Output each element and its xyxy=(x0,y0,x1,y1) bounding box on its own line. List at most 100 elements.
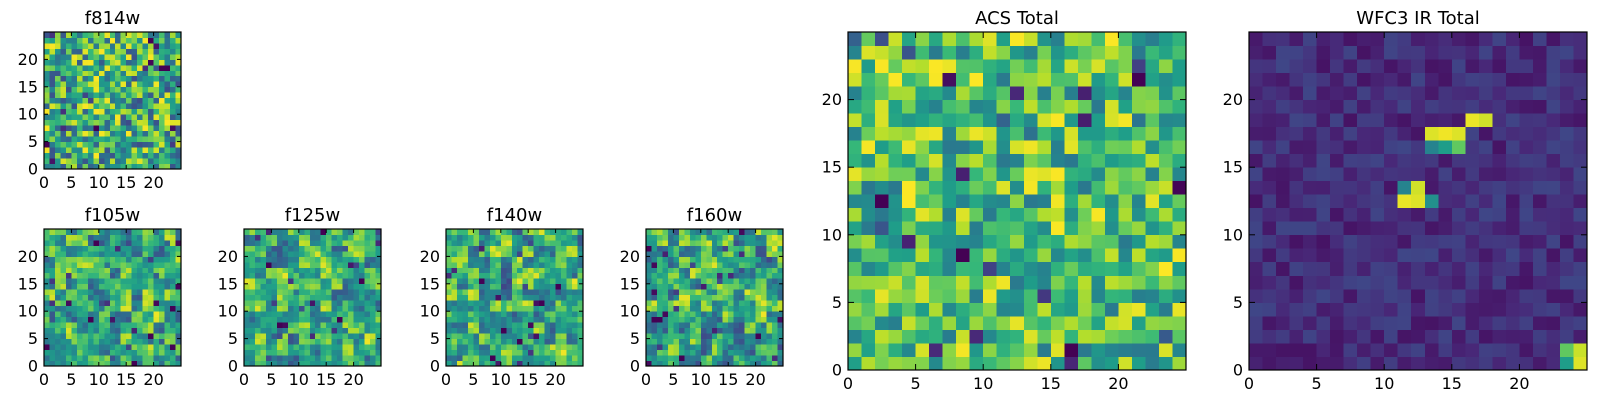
heatmap-cell xyxy=(456,300,463,307)
heatmap-cell xyxy=(861,140,876,155)
heatmap-cell xyxy=(673,250,680,257)
heatmap-cell xyxy=(888,275,903,290)
heatmap-cell xyxy=(1262,302,1277,317)
heatmap-cell xyxy=(54,48,61,55)
heatmap-cell xyxy=(1037,86,1052,100)
heatmap-cell xyxy=(446,316,452,323)
heatmap-cell xyxy=(695,338,702,345)
heatmap-cell xyxy=(996,72,1011,87)
heatmap-cell xyxy=(478,272,485,279)
heatmap-cell xyxy=(164,48,171,55)
heatmap-cell xyxy=(175,239,182,246)
heatmap-cell xyxy=(706,267,713,274)
heatmap-cell xyxy=(353,338,360,345)
heatmap-cell xyxy=(265,311,272,318)
heatmap-cell xyxy=(1037,72,1052,87)
heatmap-cell xyxy=(522,278,529,285)
heatmap-cell xyxy=(1023,329,1038,344)
heatmap-cell xyxy=(1411,207,1426,222)
heatmap-cell xyxy=(175,261,182,268)
heatmap-cell xyxy=(1438,86,1453,100)
heatmap-cell xyxy=(249,338,256,345)
heatmap-cell xyxy=(87,283,94,290)
heatmap-cell xyxy=(342,272,349,279)
heatmap-cell xyxy=(996,329,1011,344)
heatmap-cell xyxy=(82,261,89,268)
heatmap-cell xyxy=(353,355,360,361)
heatmap-cell xyxy=(164,300,171,307)
heatmap-cell xyxy=(164,81,171,88)
heatmap-cell xyxy=(342,311,349,318)
heatmap-cell xyxy=(375,338,382,345)
heatmap-cell xyxy=(662,289,669,296)
heatmap-cell xyxy=(54,97,61,104)
heatmap-cell xyxy=(1050,180,1065,195)
heatmap-cell xyxy=(260,278,267,285)
heatmap-cell xyxy=(1505,113,1520,128)
heatmap-cell xyxy=(298,250,305,257)
heatmap-cell xyxy=(744,305,751,312)
heatmap-cell xyxy=(298,311,305,318)
heatmap-cell xyxy=(561,360,567,367)
heatmap-cell xyxy=(517,344,524,350)
heatmap-cell xyxy=(684,283,691,290)
heatmap-cell xyxy=(673,239,680,246)
heatmap-cell xyxy=(572,327,578,334)
heatmap-cell xyxy=(164,152,171,159)
heatmap-cell xyxy=(1262,207,1277,222)
heatmap-cell xyxy=(298,278,305,285)
heatmap-cell xyxy=(1145,45,1160,60)
heatmap-cell xyxy=(54,75,61,82)
heatmap-cell xyxy=(159,108,165,115)
heatmap-cell xyxy=(153,108,160,115)
heatmap-cell xyxy=(722,355,729,361)
heatmap-cell xyxy=(82,147,89,153)
heatmap-cell xyxy=(87,344,94,350)
heatmap-cell xyxy=(717,234,724,241)
heatmap-cell xyxy=(137,344,144,350)
heatmap-cell xyxy=(1438,275,1453,290)
heatmap-cell xyxy=(673,289,680,296)
heatmap-cell xyxy=(539,289,546,296)
heatmap-cell xyxy=(1478,167,1493,182)
heatmap-cell xyxy=(287,289,294,296)
heatmap-cell xyxy=(359,234,365,241)
heatmap-cell xyxy=(1303,113,1317,128)
heatmap-cell xyxy=(1289,99,1304,114)
heatmap-cell xyxy=(983,99,998,114)
heatmap-cell xyxy=(572,283,578,290)
heatmap-cell xyxy=(667,261,674,268)
heatmap-cell xyxy=(120,245,127,252)
heatmap-cell xyxy=(254,333,261,339)
heatmap-cell xyxy=(164,278,171,285)
heatmap-cell xyxy=(60,136,67,142)
heatmap-cell xyxy=(131,130,138,137)
heatmap-cell xyxy=(326,239,333,246)
heatmap-cell xyxy=(142,147,149,153)
heatmap-cell xyxy=(1546,342,1561,357)
heatmap-cell xyxy=(60,141,67,148)
y-tick-label: 10 xyxy=(420,302,440,321)
heatmap-cell xyxy=(142,70,149,77)
heatmap-cell xyxy=(87,360,94,367)
heatmap-cell xyxy=(528,338,535,345)
heatmap-cell xyxy=(888,113,903,128)
heatmap-cell xyxy=(364,261,371,268)
heatmap-cell xyxy=(148,59,154,66)
heatmap-cell xyxy=(309,349,316,356)
heatmap-cell xyxy=(71,250,78,257)
heatmap-cell xyxy=(276,322,283,329)
heatmap-cell xyxy=(142,261,149,268)
heatmap-cell xyxy=(120,316,127,323)
heatmap-cell xyxy=(153,119,160,126)
heatmap-cell xyxy=(159,103,165,110)
heatmap-cell xyxy=(700,289,707,296)
heatmap-cell xyxy=(115,86,122,93)
heatmap-cell xyxy=(517,272,524,279)
heatmap-cell xyxy=(159,42,165,49)
heatmap-cell xyxy=(153,300,160,307)
heatmap-cell xyxy=(875,315,889,330)
heatmap-cell xyxy=(1249,207,1263,222)
heatmap-cell xyxy=(1438,153,1453,168)
heatmap-cell xyxy=(1546,126,1561,141)
